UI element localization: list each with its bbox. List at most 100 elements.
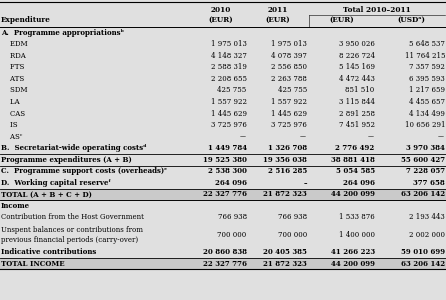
- Text: ––: ––: [240, 133, 247, 141]
- Text: Expenditure: Expenditure: [1, 16, 51, 24]
- Bar: [0, 189, 446, 200]
- Text: (EUR): (EUR): [208, 16, 233, 24]
- Text: 1 445 629: 1 445 629: [211, 110, 247, 118]
- Text: 55 600 427: 55 600 427: [401, 156, 445, 164]
- Text: 44 200 099: 44 200 099: [330, 190, 375, 198]
- Text: SDM: SDM: [1, 86, 27, 94]
- Text: 22 327 776: 22 327 776: [202, 190, 247, 198]
- Text: EDM: EDM: [1, 40, 28, 48]
- Text: Income: Income: [1, 202, 30, 210]
- Text: RDA: RDA: [1, 52, 25, 60]
- Text: 2 002 000: 2 002 000: [409, 231, 445, 239]
- Text: (USDᵃ): (USDᵃ): [397, 16, 425, 24]
- Text: 5 054 585: 5 054 585: [335, 167, 375, 175]
- Text: 1 533 876: 1 533 876: [339, 214, 375, 221]
- Text: 766 938: 766 938: [218, 214, 247, 221]
- Text: 4 134 499: 4 134 499: [409, 110, 445, 118]
- Text: 7 357 592: 7 357 592: [409, 63, 445, 71]
- Bar: [0, 258, 446, 269]
- Text: Unspent balances or contributions from
previous financial periods (carry-over): Unspent balances or contributions from p…: [1, 226, 143, 244]
- Text: 19 525 380: 19 525 380: [203, 156, 247, 164]
- Text: 19 356 038: 19 356 038: [263, 156, 307, 164]
- Text: 1 217 659: 1 217 659: [409, 86, 445, 94]
- Text: 2 588 319: 2 588 319: [211, 63, 247, 71]
- Text: 44 200 099: 44 200 099: [330, 260, 375, 268]
- Text: 700 000: 700 000: [217, 231, 247, 239]
- Text: 2010: 2010: [210, 6, 231, 14]
- Text: 21 872 323: 21 872 323: [263, 260, 307, 268]
- Text: LA: LA: [1, 98, 20, 106]
- Text: 22 327 776: 22 327 776: [202, 260, 247, 268]
- Text: 2 263 788: 2 263 788: [271, 75, 307, 83]
- Text: A.  Programme appropriationsᵇ: A. Programme appropriationsᵇ: [1, 29, 124, 37]
- Text: 21 872 323: 21 872 323: [263, 190, 307, 198]
- Text: 4 472 443: 4 472 443: [339, 75, 375, 83]
- Text: Programme expenditures (A + B): Programme expenditures (A + B): [1, 156, 132, 164]
- Text: 63 206 142: 63 206 142: [401, 260, 445, 268]
- Text: ––: ––: [300, 133, 307, 141]
- Text: 5 145 169: 5 145 169: [339, 63, 375, 71]
- Text: 2 891 258: 2 891 258: [339, 110, 375, 118]
- Text: Total 2010–2011: Total 2010–2011: [343, 6, 411, 14]
- Text: 10 656 291: 10 656 291: [405, 121, 445, 129]
- Text: 2 208 655: 2 208 655: [211, 75, 247, 83]
- Text: Indicative contributions: Indicative contributions: [1, 248, 96, 256]
- Text: 1 449 784: 1 449 784: [207, 144, 247, 152]
- Text: 2 556 850: 2 556 850: [271, 63, 307, 71]
- Text: 2 516 285: 2 516 285: [268, 167, 307, 175]
- Text: CAS: CAS: [1, 110, 25, 118]
- Text: 1 975 013: 1 975 013: [271, 40, 307, 48]
- Text: 1 326 708: 1 326 708: [268, 144, 307, 152]
- Text: 41 266 223: 41 266 223: [330, 248, 375, 256]
- Text: 4 078 397: 4 078 397: [271, 52, 307, 60]
- Text: 3 725 976: 3 725 976: [211, 121, 247, 129]
- Text: 4 148 327: 4 148 327: [211, 52, 247, 60]
- Text: 2 193 443: 2 193 443: [409, 214, 445, 221]
- Text: 425 755: 425 755: [277, 86, 307, 94]
- Text: 377 658: 377 658: [413, 179, 445, 187]
- Text: 1 557 922: 1 557 922: [211, 98, 247, 106]
- Text: 766 938: 766 938: [278, 214, 307, 221]
- Text: 2 538 300: 2 538 300: [208, 167, 247, 175]
- Text: 63 206 142: 63 206 142: [401, 190, 445, 198]
- Text: 3 725 976: 3 725 976: [271, 121, 307, 129]
- Text: –: –: [303, 179, 307, 187]
- Text: 1 975 013: 1 975 013: [211, 40, 247, 48]
- Text: 1 400 000: 1 400 000: [339, 231, 375, 239]
- Text: 264 096: 264 096: [343, 179, 375, 187]
- Text: FTS: FTS: [1, 63, 24, 71]
- Text: IS: IS: [1, 121, 17, 129]
- Text: ––: ––: [368, 133, 375, 141]
- Text: ––: ––: [438, 133, 445, 141]
- Text: 1 557 922: 1 557 922: [271, 98, 307, 106]
- Text: 2011: 2011: [268, 6, 288, 14]
- Text: 20 405 385: 20 405 385: [263, 248, 307, 256]
- Text: 3 115 844: 3 115 844: [339, 98, 375, 106]
- Text: 3 950 026: 3 950 026: [339, 40, 375, 48]
- Text: 3 970 384: 3 970 384: [406, 144, 445, 152]
- Text: 7 228 057: 7 228 057: [406, 167, 445, 175]
- Text: 20 860 838: 20 860 838: [202, 248, 247, 256]
- Text: 700 000: 700 000: [277, 231, 307, 239]
- Text: 8 226 724: 8 226 724: [339, 52, 375, 60]
- Text: 851 510: 851 510: [345, 86, 375, 94]
- Text: TOTAL INCOME: TOTAL INCOME: [1, 260, 65, 268]
- Text: 7 451 952: 7 451 952: [339, 121, 375, 129]
- Text: 6 395 593: 6 395 593: [409, 75, 445, 83]
- Text: ASᶜ: ASᶜ: [1, 133, 22, 141]
- Text: 59 010 699: 59 010 699: [401, 248, 445, 256]
- Text: 264 096: 264 096: [215, 179, 247, 187]
- Text: 4 455 657: 4 455 657: [409, 98, 445, 106]
- Text: 11 764 215: 11 764 215: [405, 52, 445, 60]
- Text: TOTAL (A + B + C + D): TOTAL (A + B + C + D): [1, 190, 92, 198]
- Text: 5 648 537: 5 648 537: [409, 40, 445, 48]
- Text: B.  Secretariat-wide operating costsᵈ: B. Secretariat-wide operating costsᵈ: [1, 144, 147, 152]
- Text: 1 445 629: 1 445 629: [271, 110, 307, 118]
- Text: (EUR): (EUR): [265, 16, 290, 24]
- Text: Contribution from the Host Government: Contribution from the Host Government: [1, 214, 144, 221]
- Text: D.  Working capital reserveᶠ: D. Working capital reserveᶠ: [1, 179, 111, 187]
- Text: ATS: ATS: [1, 75, 24, 83]
- Text: 2 776 492: 2 776 492: [335, 144, 375, 152]
- Text: 38 881 418: 38 881 418: [331, 156, 375, 164]
- Text: C.  Programme support costs (overheads)ᵉ: C. Programme support costs (overheads)ᵉ: [1, 167, 167, 175]
